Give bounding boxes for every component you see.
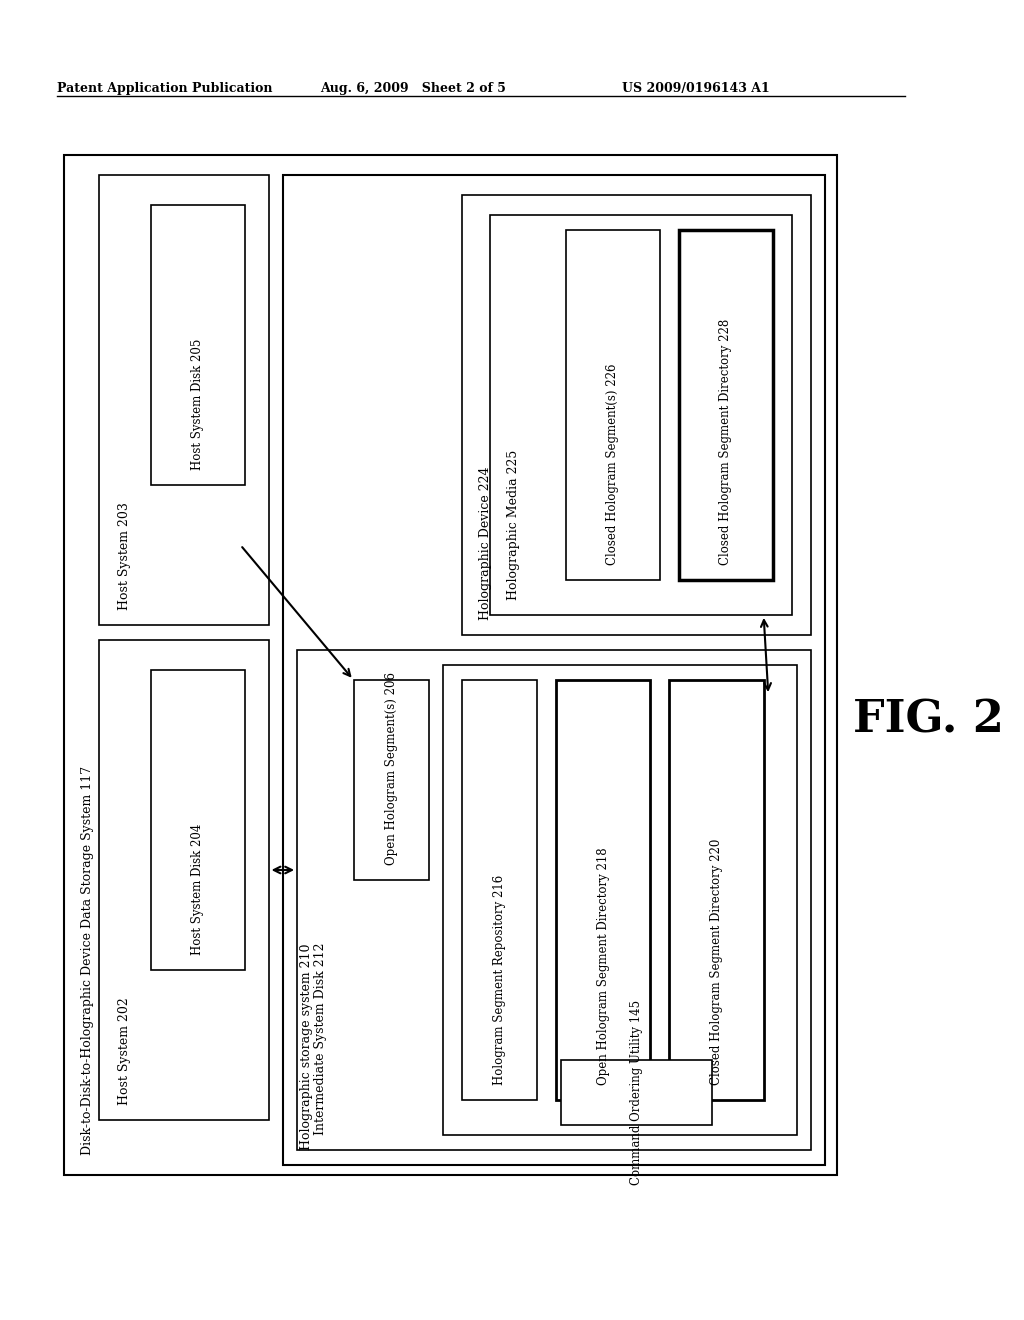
Text: Holographic Media 225: Holographic Media 225 [507,450,520,601]
Bar [462,680,538,1100]
Bar [297,649,811,1150]
Bar [443,665,797,1135]
Text: Host System 202: Host System 202 [118,997,131,1105]
Text: Patent Application Publication: Patent Application Publication [56,82,272,95]
Text: Host System Disk 205: Host System Disk 205 [191,339,205,470]
Text: Open Hologram Segment Directory 218: Open Hologram Segment Directory 218 [597,847,610,1085]
Text: Disk-to-Disk-to-Holographic Device Data Storage System 117: Disk-to-Disk-to-Holographic Device Data … [81,766,94,1155]
Bar [556,680,650,1100]
Text: Host System Disk 204: Host System Disk 204 [191,824,205,954]
Bar [353,680,429,880]
Text: Aug. 6, 2009   Sheet 2 of 5: Aug. 6, 2009 Sheet 2 of 5 [321,82,507,95]
Text: Command Ordering Utility 145: Command Ordering Utility 145 [630,999,643,1184]
Bar [151,205,245,484]
Bar [565,230,659,579]
Text: Holographic Device 224: Holographic Device 224 [479,466,492,620]
Bar [490,215,792,615]
Text: FIG. 2: FIG. 2 [853,698,1005,742]
Bar [151,671,245,970]
Bar [462,195,811,635]
Text: Closed Hologram Segment(s) 226: Closed Hologram Segment(s) 226 [606,363,620,565]
Text: Closed Hologram Segment Directory 228: Closed Hologram Segment Directory 228 [720,318,732,565]
Bar [670,680,764,1100]
Bar [283,176,825,1166]
Text: US 2009/0196143 A1: US 2009/0196143 A1 [623,82,770,95]
Bar [561,1060,712,1125]
Text: Host System 203: Host System 203 [118,502,131,610]
Text: Hologram Segment Repository 216: Hologram Segment Repository 216 [494,875,506,1085]
Bar [679,230,773,579]
Text: Intermediate System Disk 212: Intermediate System Disk 212 [314,942,327,1135]
Bar [65,154,838,1175]
Text: Closed Hologram Segment Directory 220: Closed Hologram Segment Directory 220 [710,838,723,1085]
Bar [99,176,268,624]
Text: Open Hologram Segment(s) 206: Open Hologram Segment(s) 206 [385,672,397,865]
Bar [99,640,268,1119]
Text: Holographic storage system 210: Holographic storage system 210 [300,944,312,1150]
